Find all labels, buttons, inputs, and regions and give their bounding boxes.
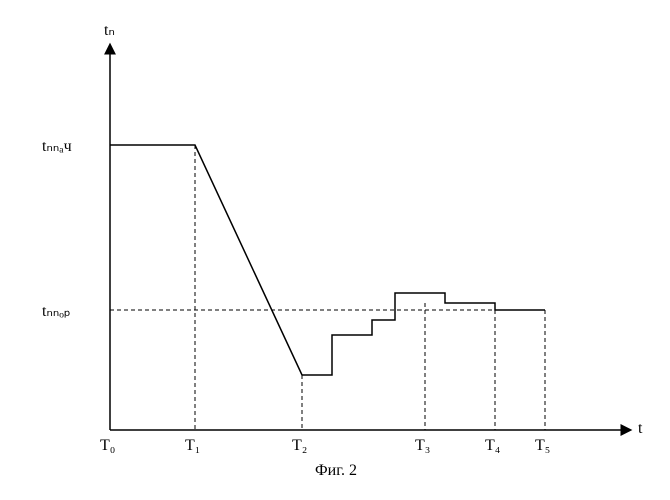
x-tick-label-3: Т₃: [415, 437, 430, 455]
y-axis-label: tₙ: [104, 20, 115, 40]
x-tick-label-2: Т₂: [292, 437, 307, 455]
x-tick-label-1: Т₁: [185, 437, 200, 455]
y-tick-label-1: tₙₙₒₚ: [42, 301, 71, 321]
x-tick-label-5: Т₅: [535, 437, 550, 455]
figure-caption: Фиг. 2: [315, 462, 357, 480]
x-axis-label: t: [638, 420, 642, 438]
x-tick-label-0: Т₀: [100, 437, 115, 455]
x-tick-label-4: Т₄: [485, 437, 500, 455]
y-tick-label-0: tₙₙₐч: [42, 136, 72, 156]
diagram-container: tₙ t tₙₙₐч tₙₙₒₚ Т₀ Т₁ Т₂ Т₃ Т₄ Т₅ Фиг. …: [0, 0, 670, 500]
chart-svg: [0, 0, 670, 500]
